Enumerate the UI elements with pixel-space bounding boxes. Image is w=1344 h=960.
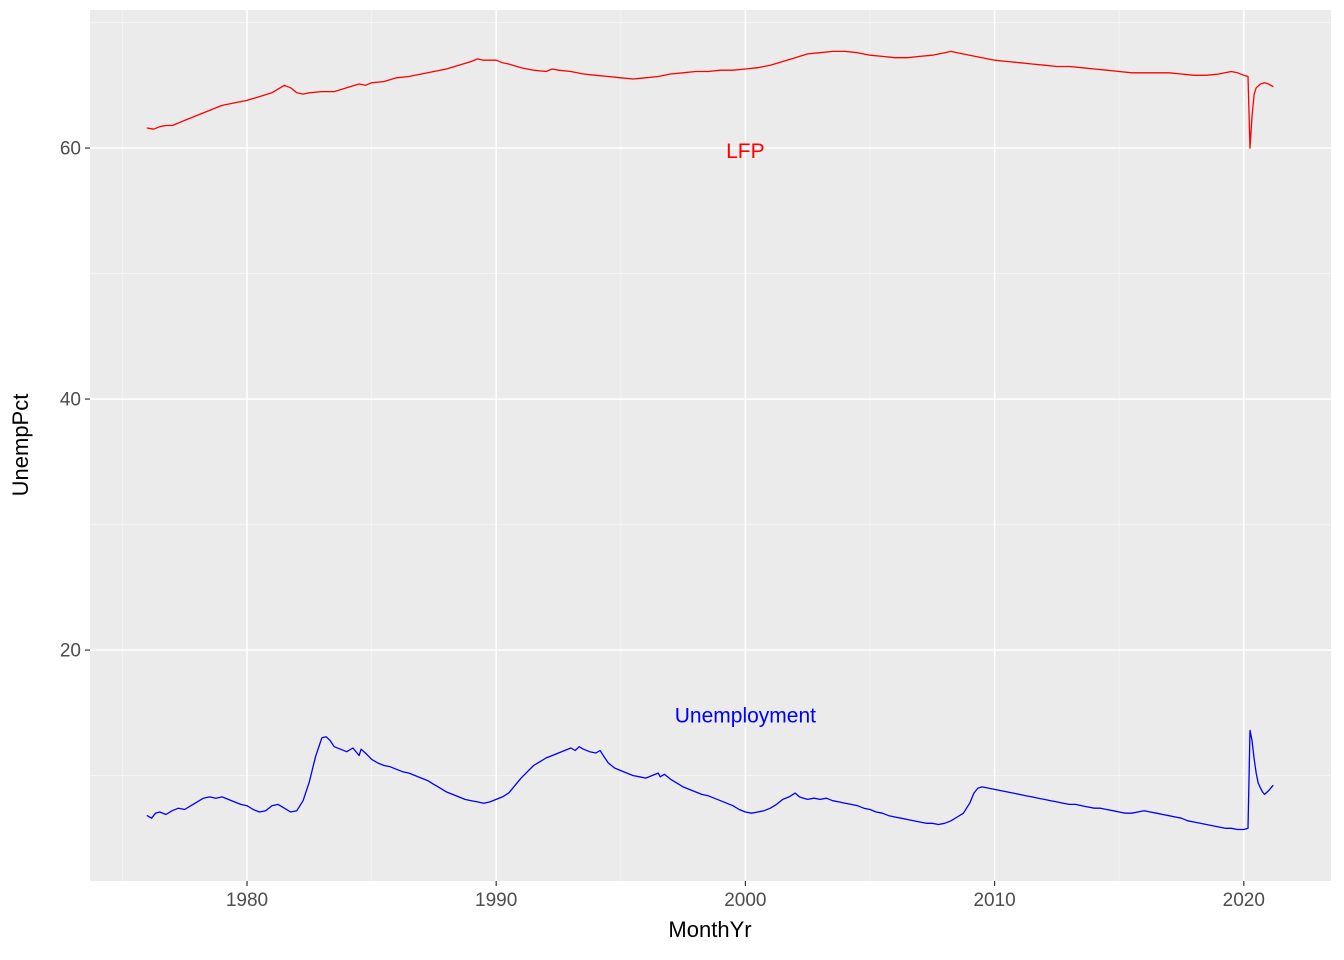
x-axis-title: MonthYr xyxy=(668,917,751,942)
y-tick-label: 40 xyxy=(60,390,81,411)
y-tick-label: 60 xyxy=(60,139,81,160)
y-axis-title: UnempPct xyxy=(8,394,33,497)
unemployment-line xyxy=(146,729,1274,831)
x-tick-label: 1980 xyxy=(226,890,268,911)
x-tick-label: 2010 xyxy=(973,890,1015,911)
x-tick-label: 2020 xyxy=(1223,890,1265,911)
x-tick-label: 2000 xyxy=(724,890,766,911)
series-label-unemployment: Unemployment xyxy=(675,705,816,728)
series-label-lfp: LFP xyxy=(726,140,765,163)
y-tick-label: 20 xyxy=(60,641,81,662)
x-tick-label: 1990 xyxy=(475,890,517,911)
lfp-line xyxy=(146,50,1274,149)
plot-panel xyxy=(90,10,1331,881)
